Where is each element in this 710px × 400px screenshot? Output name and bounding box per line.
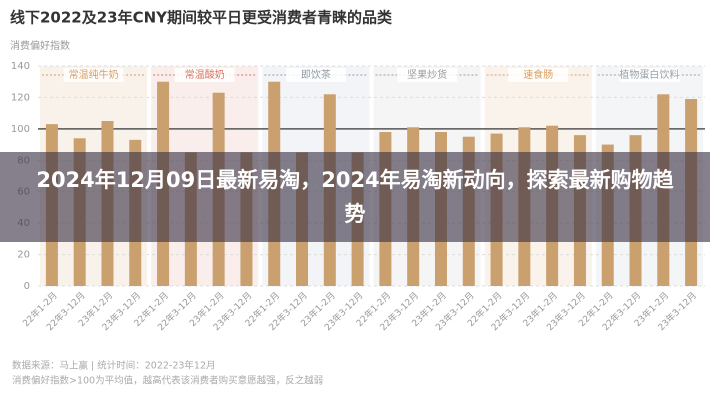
group-label-bg <box>285 68 346 82</box>
y-tick-label: 100 <box>11 124 30 135</box>
group-label-bg <box>508 68 569 82</box>
group-label-bg <box>619 68 680 82</box>
group-label: 常温纯牛奶 <box>69 68 119 81</box>
headline-band: 2024年12月09日最新易淘，2024年易淘新动向，探索最新购物趋势 <box>0 152 710 242</box>
group-label-bg <box>397 68 458 82</box>
group-label-bg <box>174 68 235 82</box>
y-tick-label: 140 <box>11 61 30 72</box>
chart-title: 线下2022及23年CNY期间较平日更受消费者青睐的品类 <box>10 9 393 27</box>
y-tick-label: 120 <box>11 92 30 103</box>
y-tick-label: 20 <box>17 250 30 261</box>
group-label: 坚果炒货 <box>407 68 447 81</box>
group-label: 常温酸奶 <box>185 68 225 81</box>
group-label-bg <box>63 68 124 82</box>
group-label: 植物蛋白饮料 <box>619 68 679 81</box>
headline: 2024年12月09日最新易淘，2024年易淘新动向，探索最新购物趋势 <box>36 168 674 226</box>
group-label: 速食肠 <box>523 68 553 81</box>
source-note: 消费偏好指数>100为平均值，越高代表该消费者购买意愿越强，反之越弱 <box>12 375 323 387</box>
source-note: 数据来源：马上赢 | 统计时间：2022-23年12月 <box>12 360 216 372</box>
y-tick-label: 0 <box>24 281 30 292</box>
group-label: 即饮茶 <box>301 68 331 81</box>
y-label: 消费偏好指数 <box>10 39 70 52</box>
